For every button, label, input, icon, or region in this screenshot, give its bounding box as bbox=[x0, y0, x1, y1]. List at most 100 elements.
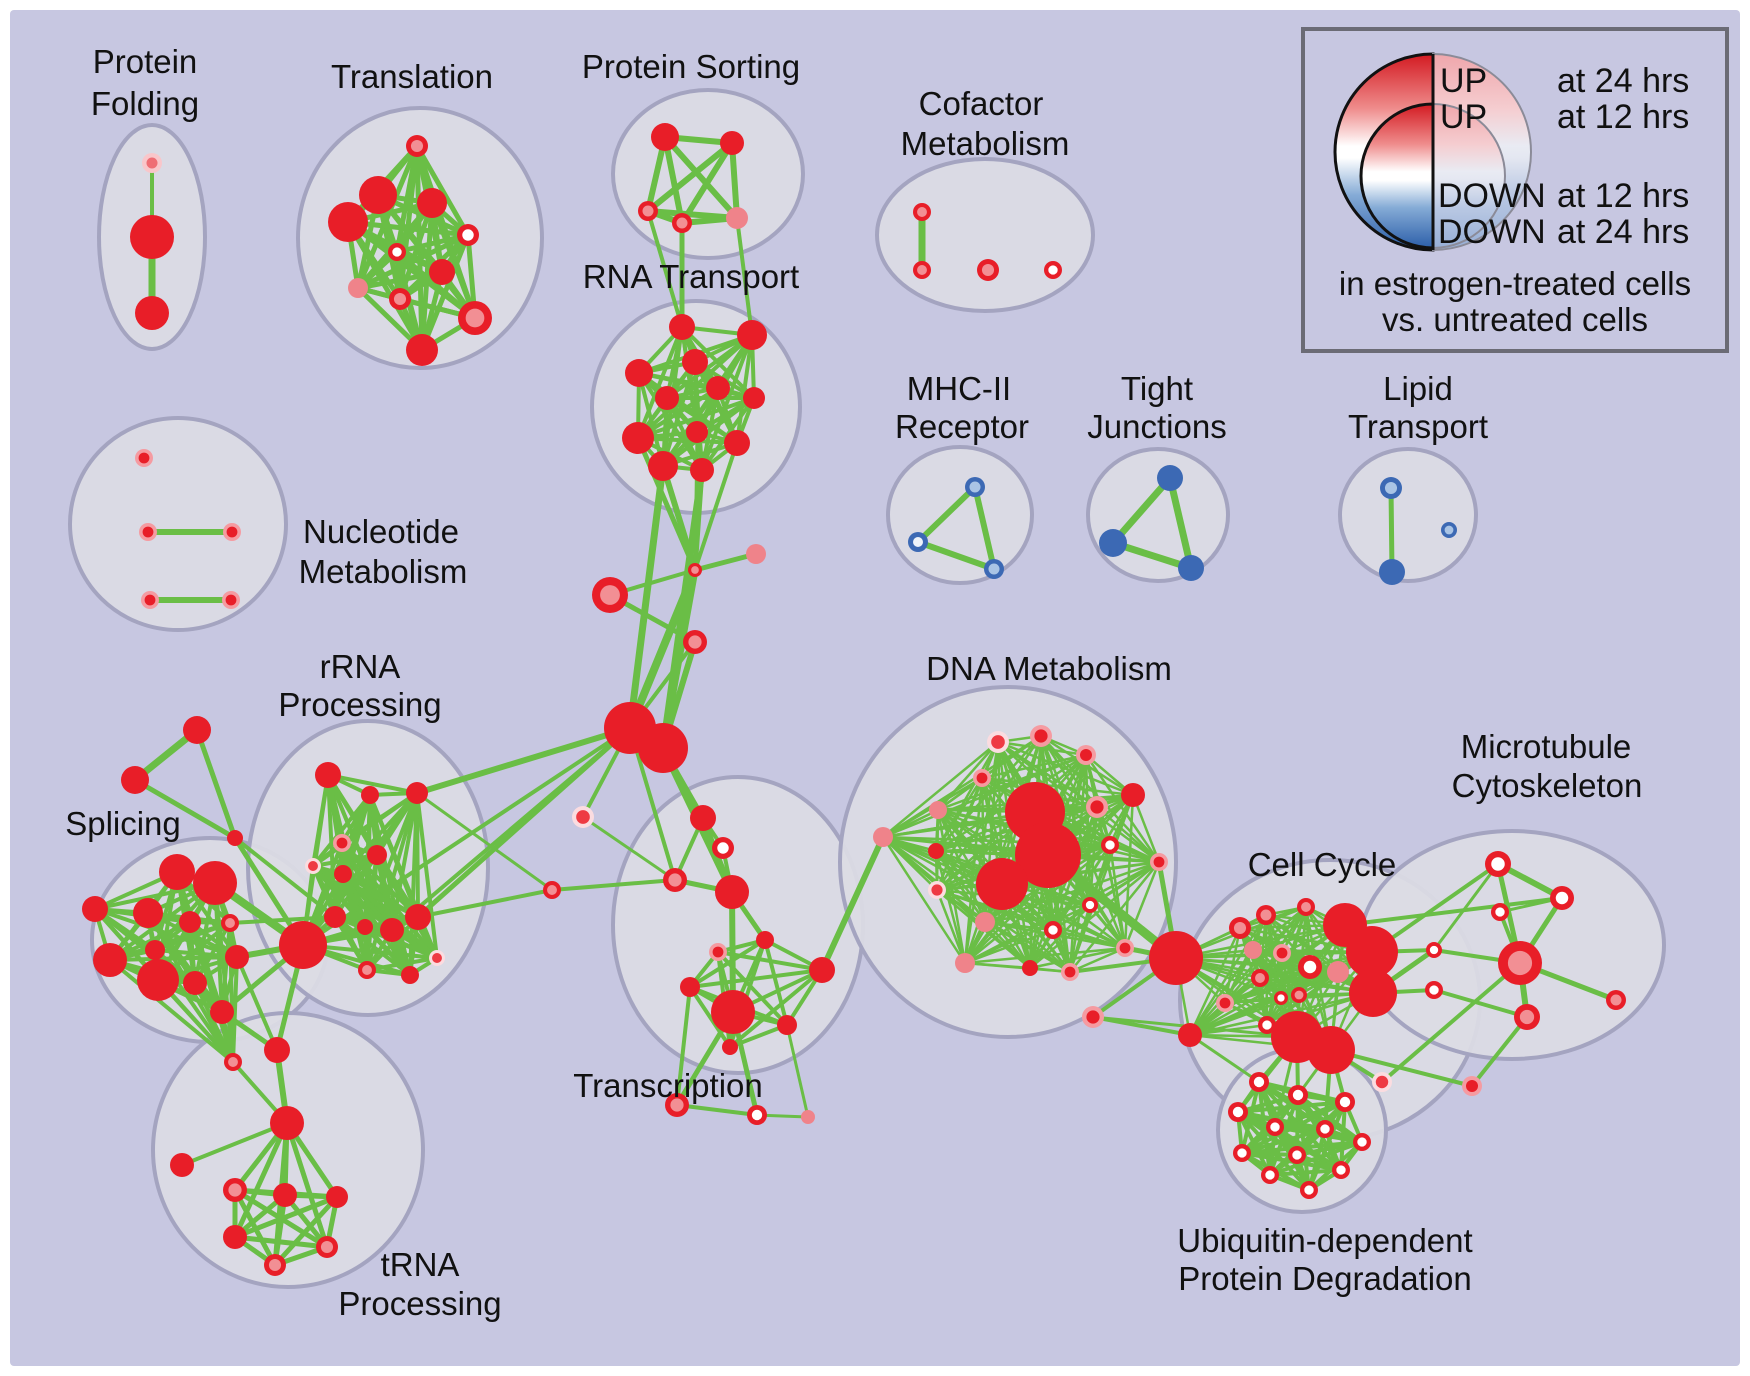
network-edge bbox=[645, 140, 735, 214]
cluster-label-mhc-ii-receptor: Receptor bbox=[895, 408, 1029, 445]
network-node bbox=[145, 940, 165, 960]
network-node bbox=[130, 215, 174, 259]
cluster-label-protein-folding: Protein bbox=[93, 43, 198, 80]
network-node bbox=[720, 131, 744, 155]
network-node bbox=[183, 971, 207, 995]
network-node-core bbox=[228, 1183, 242, 1197]
network-node-core bbox=[1495, 907, 1505, 917]
network-node-core bbox=[226, 526, 238, 538]
network-node-core bbox=[1253, 1076, 1265, 1088]
network-node bbox=[93, 943, 127, 977]
network-node-core bbox=[751, 1109, 763, 1121]
legend-caption-line2: vs. untreated cells bbox=[1382, 301, 1648, 338]
network-node bbox=[743, 387, 765, 409]
network-node-core bbox=[988, 563, 1000, 575]
cluster-label-cofactor-metabolism: Metabolism bbox=[901, 125, 1070, 162]
network-node-core bbox=[308, 861, 318, 871]
network-edge bbox=[1223, 926, 1242, 1005]
network-node-core bbox=[1507, 950, 1533, 976]
network-node-core bbox=[1466, 1080, 1478, 1092]
network-node-core bbox=[600, 585, 620, 605]
network-edge bbox=[1223, 923, 1347, 1005]
network-node-core bbox=[268, 1258, 282, 1272]
cluster-ellipse-protein-sorting bbox=[611, 88, 805, 260]
cluster-label-tight-junctions: Junctions bbox=[1087, 408, 1226, 445]
network-node-core bbox=[142, 526, 154, 538]
network-node-core bbox=[1233, 921, 1247, 935]
network-edge bbox=[980, 753, 1088, 780]
network-node bbox=[1178, 555, 1204, 581]
network-node bbox=[756, 931, 774, 949]
network-node-core bbox=[1444, 525, 1454, 535]
network-edge bbox=[1470, 1015, 1529, 1088]
network-node bbox=[651, 123, 679, 151]
network-edge bbox=[881, 740, 1000, 839]
network-node bbox=[1015, 822, 1081, 888]
network-node bbox=[324, 906, 346, 928]
network-edge bbox=[194, 727, 238, 841]
network-edge bbox=[735, 216, 754, 337]
network-node-core bbox=[1429, 945, 1439, 955]
network-node-core bbox=[393, 292, 407, 306]
network-node bbox=[121, 766, 149, 794]
network-node-core bbox=[969, 481, 981, 493]
network-edge bbox=[1109, 474, 1174, 547]
legend-inner-circle-right bbox=[1432, 102, 1506, 250]
network-edge bbox=[232, 1120, 290, 1240]
network-edge bbox=[1188, 948, 1255, 1037]
network-node bbox=[406, 782, 428, 804]
network-edge bbox=[1028, 860, 1161, 970]
network-node-core bbox=[1237, 1148, 1247, 1158]
network-edge bbox=[936, 776, 984, 812]
network-node-core bbox=[1270, 1122, 1280, 1132]
network-edge bbox=[193, 981, 235, 1064]
network-node bbox=[367, 845, 387, 865]
cluster-label-cofactor-metabolism: Cofactor bbox=[919, 85, 1044, 122]
network-edge bbox=[581, 815, 677, 882]
network-edge bbox=[180, 1121, 289, 1167]
network-node-core bbox=[362, 965, 372, 975]
network-edge bbox=[355, 269, 445, 291]
network-edge bbox=[700, 333, 754, 472]
network-node bbox=[1149, 931, 1203, 985]
network-edge bbox=[231, 955, 239, 1064]
network-node-core bbox=[1064, 966, 1076, 978]
network-node bbox=[724, 430, 750, 456]
network-node bbox=[183, 716, 211, 744]
network-edge bbox=[232, 1234, 330, 1250]
network-edge bbox=[728, 968, 824, 1049]
network-edge bbox=[345, 219, 471, 238]
legend-row-time: at 24 hrs bbox=[1557, 62, 1689, 100]
network-edge bbox=[915, 484, 978, 545]
network-node bbox=[1349, 969, 1397, 1017]
network-node-core bbox=[1303, 960, 1317, 974]
cluster-label-microtubule-cytoskeleton: Cytoskeleton bbox=[1452, 767, 1643, 804]
network-edge bbox=[1380, 961, 1522, 1084]
network-edge bbox=[983, 860, 1161, 924]
cluster-label-ubiquitin-dependent-protein-degradation: Ubiquitin-dependent bbox=[1177, 1222, 1472, 1259]
network-node-core bbox=[1304, 1185, 1314, 1195]
network-node-core bbox=[1048, 925, 1058, 935]
network-node bbox=[417, 188, 447, 218]
cluster-ellipse-mhc-ii-receptor bbox=[886, 445, 1034, 585]
network-edge bbox=[628, 726, 677, 882]
cluster-label-trna-processing: Processing bbox=[338, 1285, 501, 1322]
cluster-label-nucleotide-metabolism: Metabolism bbox=[299, 553, 468, 590]
network-node bbox=[682, 349, 708, 375]
network-node bbox=[638, 723, 688, 773]
cluster-label-ubiquitin-dependent-protein-degradation: Protein Degradation bbox=[1178, 1260, 1472, 1297]
network-node bbox=[706, 376, 730, 400]
network-edge bbox=[1051, 928, 1127, 950]
network-node bbox=[1379, 559, 1405, 585]
network-node bbox=[1327, 961, 1349, 983]
cluster-label-mhc-ii-receptor: MHC-II bbox=[907, 370, 1011, 407]
network-node-core bbox=[1085, 900, 1095, 910]
cluster-label-protein-folding: Folding bbox=[91, 85, 199, 122]
network-node bbox=[655, 386, 679, 410]
network-edge bbox=[963, 860, 1161, 965]
network-node bbox=[264, 1037, 290, 1063]
cluster-label-transcription: Transcription bbox=[573, 1067, 763, 1104]
legend-row-direction: UP bbox=[1440, 62, 1487, 100]
network-edge bbox=[1343, 896, 1564, 927]
network-node bbox=[279, 921, 327, 969]
